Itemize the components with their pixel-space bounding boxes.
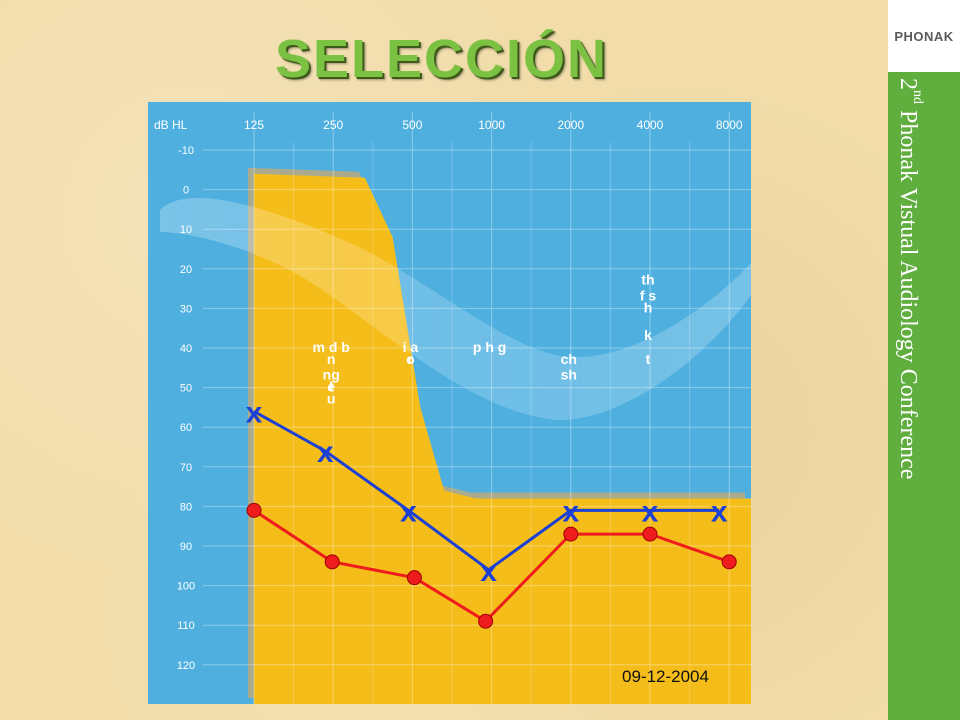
x-tick-label: 500 bbox=[402, 118, 422, 132]
y-tick-label: 80 bbox=[180, 501, 192, 513]
phonak-logo: PHONAK bbox=[888, 0, 960, 72]
speech-sound-label: i a bbox=[403, 339, 419, 355]
series-x-marker: x bbox=[562, 495, 579, 528]
conference-ordinal-suffix: nd bbox=[910, 90, 925, 104]
series-circle-marker bbox=[563, 526, 579, 542]
conference-name: 2nd Phonak Vistual Audiology Conference bbox=[895, 78, 937, 688]
x-tick-label: 1000 bbox=[478, 118, 505, 132]
series-x-line bbox=[253, 410, 720, 572]
x-tick-label: 125 bbox=[244, 118, 264, 132]
speech-sound-label: f s bbox=[640, 287, 657, 303]
series-circle-marker bbox=[246, 502, 262, 518]
x-tick-label: 8000 bbox=[716, 118, 743, 132]
y-tick-label: 50 bbox=[180, 383, 192, 395]
speech-sound-label: ng bbox=[323, 367, 340, 383]
y-tick-label: 120 bbox=[177, 660, 195, 672]
x-tick-label: 2000 bbox=[557, 118, 584, 132]
series-x-marker: x bbox=[400, 495, 417, 528]
speech-sound-label: m d b bbox=[313, 339, 350, 355]
audiogram-chart: dB HL 125 250 500 1000 2000 4000 8000 -10 0 10 20 30… bbox=[148, 102, 751, 704]
x-tick-label: 250 bbox=[323, 118, 343, 132]
speech-sound-label: ch bbox=[561, 351, 577, 367]
y-tick-label: 20 bbox=[180, 264, 192, 276]
speech-sound-label: th bbox=[641, 272, 654, 288]
series-x-marker: x bbox=[246, 396, 263, 429]
x-tick-label: 4000 bbox=[637, 118, 664, 132]
speech-sound-label: h bbox=[644, 299, 653, 315]
date-label: 09-12-2004 bbox=[622, 667, 709, 686]
series-x-marker: x bbox=[642, 495, 659, 528]
conference-title: Phonak Vistual Audiology Conference bbox=[895, 104, 921, 480]
speech-sound-label: sh bbox=[561, 367, 577, 383]
speech-sound-label: k bbox=[644, 327, 652, 343]
y-tick-label: 100 bbox=[177, 581, 195, 593]
axis-title: dB HL bbox=[154, 118, 188, 132]
series-circle-marker bbox=[406, 570, 422, 586]
y-tick-label: 10 bbox=[180, 224, 192, 236]
y-tick-label: 90 bbox=[180, 541, 192, 553]
slide-title: SELECCIÓN bbox=[275, 29, 609, 89]
speech-sound-label: e bbox=[327, 379, 335, 395]
speech-sound-label: r bbox=[408, 351, 414, 367]
series-x-marker: x bbox=[480, 555, 497, 588]
audiogram-svg: dB HL 125 250 500 1000 2000 4000 8000 -10 0 10 20 30… bbox=[148, 102, 751, 704]
logo-text: PHONAK bbox=[894, 28, 954, 44]
speech-banana bbox=[160, 198, 751, 421]
speech-sound-label: o bbox=[406, 351, 415, 367]
speech-sound-label: n bbox=[327, 351, 336, 367]
series-x-marker: x bbox=[711, 495, 728, 528]
series-circle-marker bbox=[721, 554, 737, 570]
series-circle-marker bbox=[324, 554, 340, 570]
conference-sidebar: PHONAK 2nd Phonak Vistual Audiology Conf… bbox=[888, 0, 960, 720]
conference-ordinal: 2 bbox=[895, 78, 921, 90]
speech-sound-label: u bbox=[327, 390, 336, 406]
y-tick-label: 30 bbox=[180, 303, 192, 315]
speech-sound-label: p h g bbox=[473, 339, 506, 355]
y-tick-label: 60 bbox=[180, 422, 192, 434]
y-tick-label: 40 bbox=[180, 343, 192, 355]
speech-sound-label: l bbox=[329, 379, 333, 395]
series-circle-marker bbox=[642, 526, 658, 542]
y-tick-label: 70 bbox=[180, 462, 192, 474]
y-tick-label: 110 bbox=[177, 620, 195, 632]
speech-sound-label: t bbox=[646, 351, 651, 367]
y-tick-label: 0 bbox=[183, 185, 189, 197]
series-x-marker: x bbox=[317, 436, 334, 469]
series-circle-marker bbox=[478, 613, 494, 629]
y-tick-label: -10 bbox=[178, 145, 194, 157]
